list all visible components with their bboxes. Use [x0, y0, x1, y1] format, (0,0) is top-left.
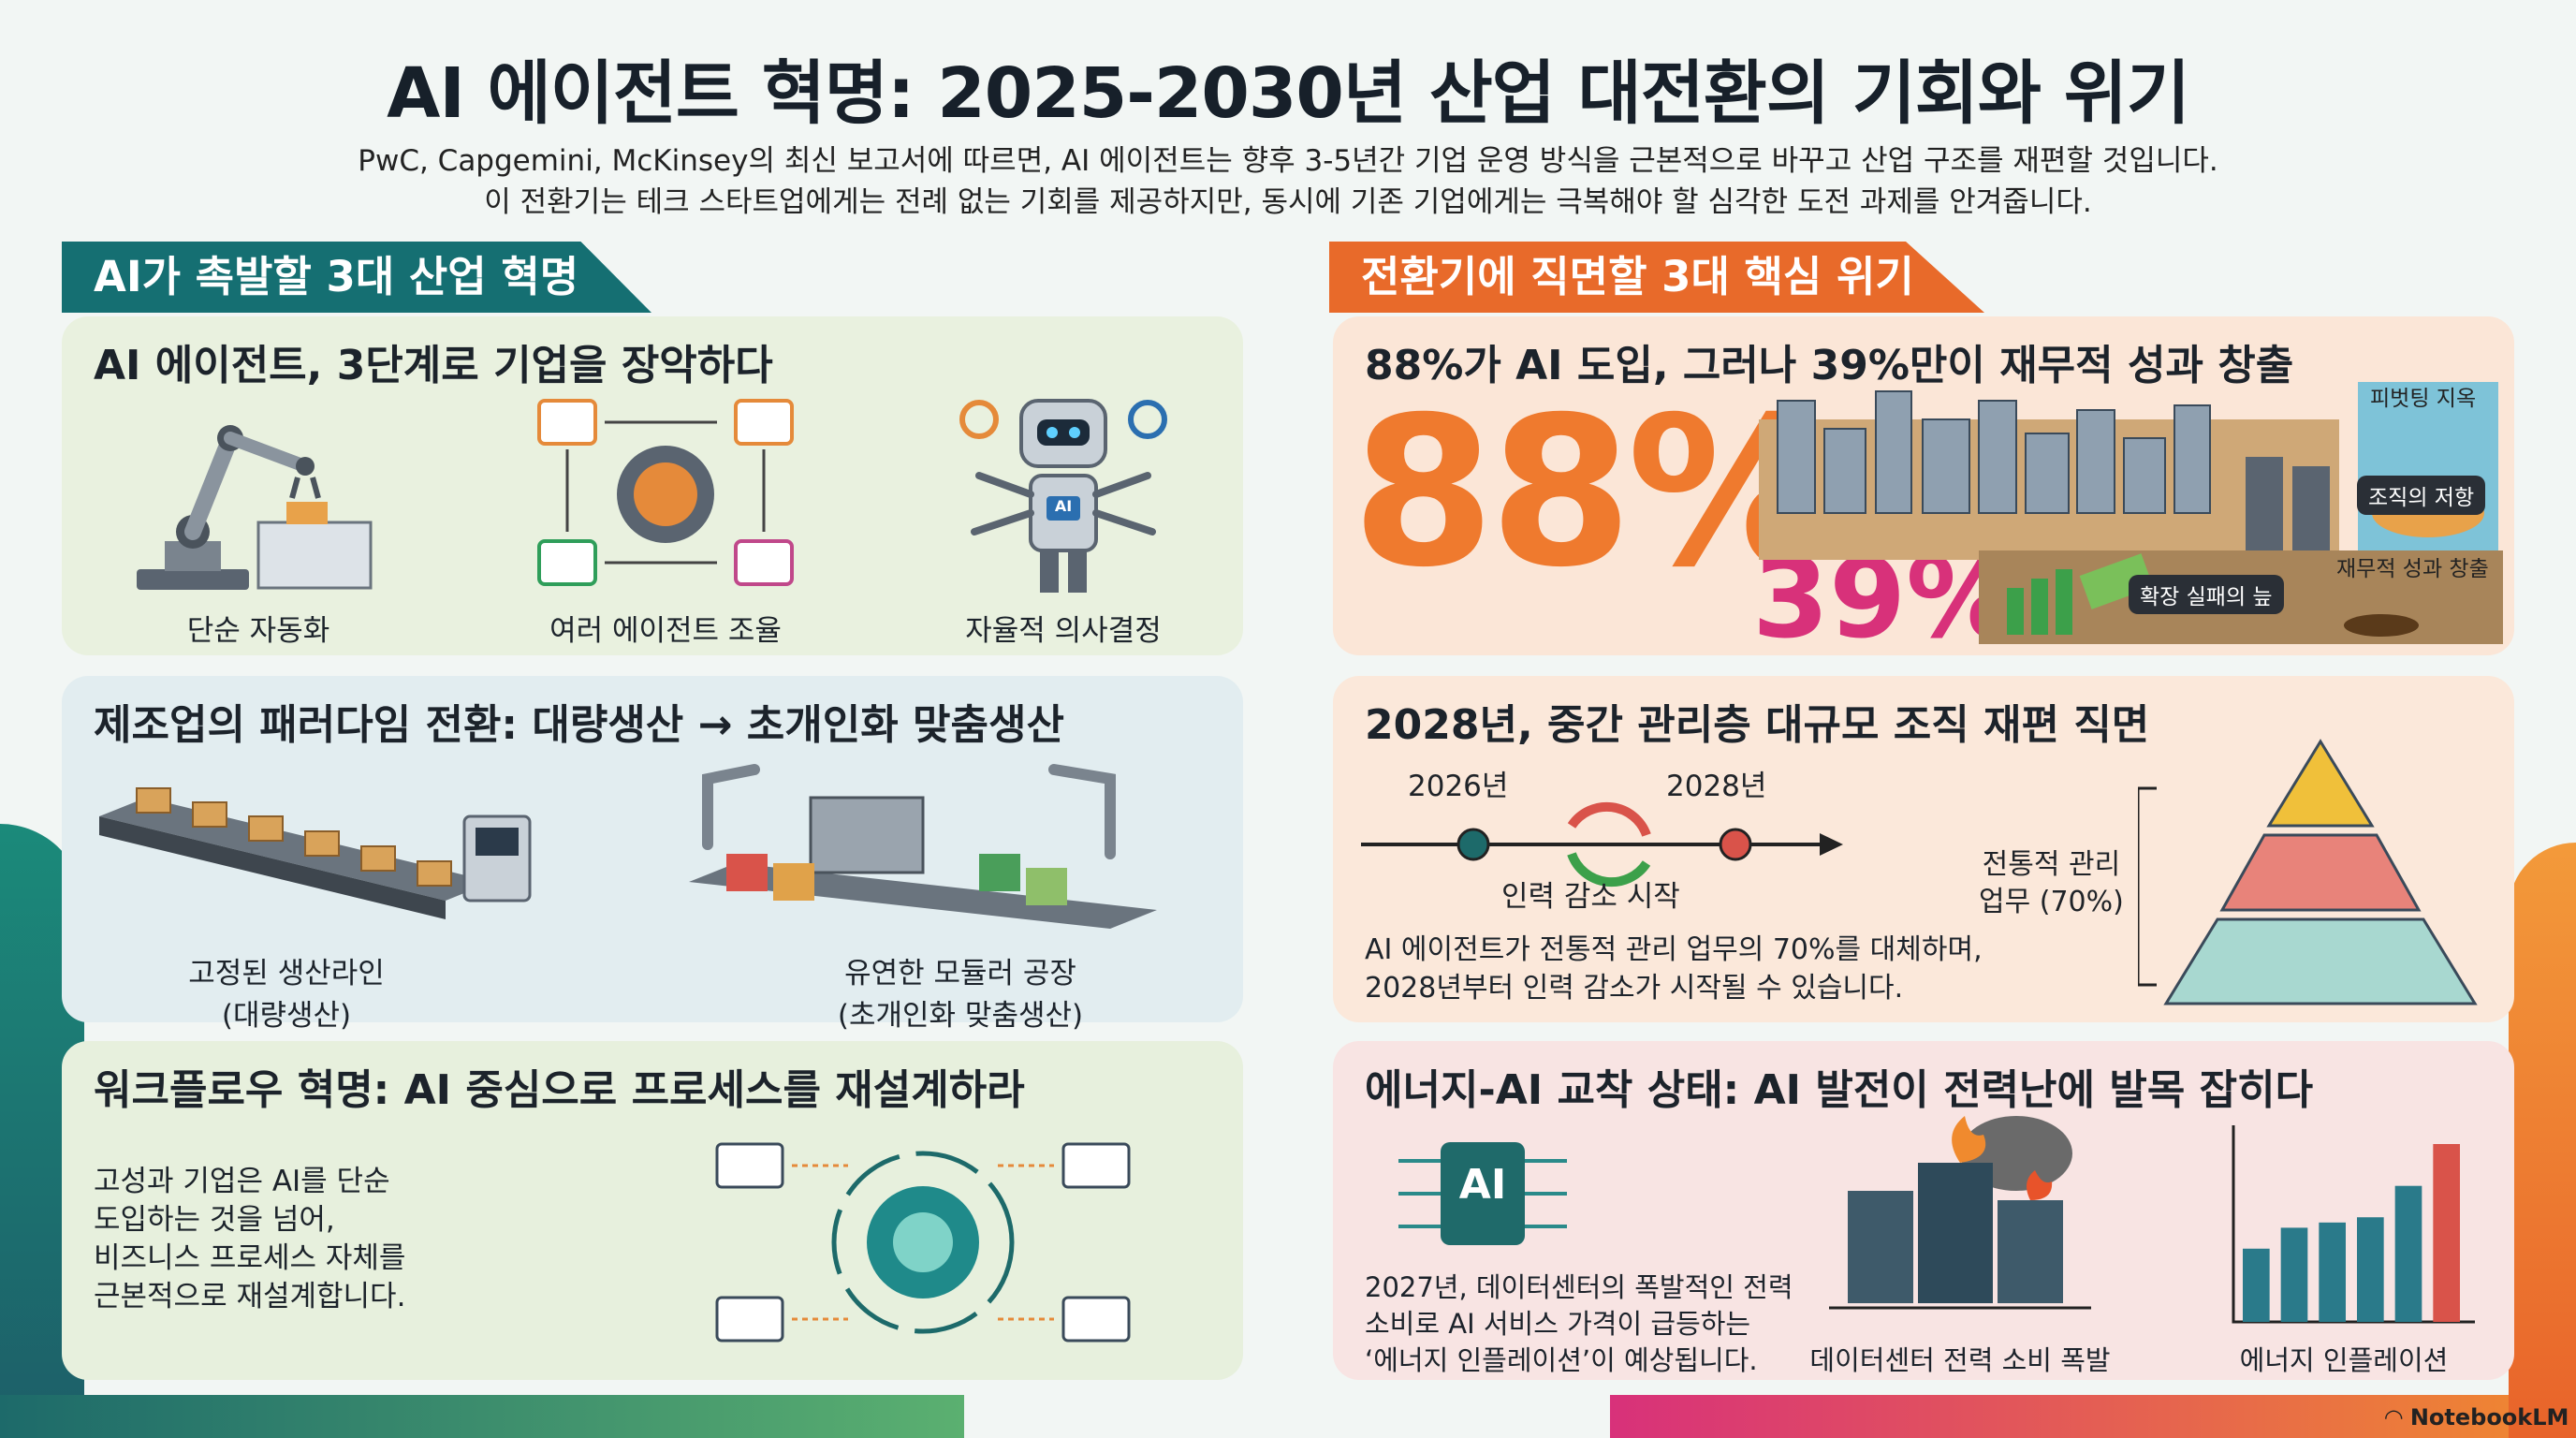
energy-desc-2: 소비로 AI 서비스 가격이 급등하는	[1365, 1308, 1751, 1340]
ai-chip-icon	[1398, 1142, 1567, 1245]
right-section-banner: 전환기에 직면할 3대 핵심 위기	[1329, 242, 1984, 313]
chart-bar	[2319, 1222, 2346, 1322]
chart-bar	[2394, 1185, 2422, 1322]
energy-inflation-chart	[2232, 1125, 2475, 1324]
management-desc-2: 2028년부터 인력 감소가 시작될 수 있습니다.	[1365, 972, 1904, 1005]
panel-title: AI 에이전트, 3단계로 기업을 장악하다	[94, 342, 773, 389]
notebooklm-logo-icon: ◠	[2385, 1404, 2410, 1431]
pyramid-label-2: 업무 (70%)	[1979, 886, 2124, 918]
fixed-line-caption-1: 고정된 생산라인	[188, 957, 385, 990]
energy-description: 2027년, 데이터센터의 폭발적인 전력 소비로 AI 서비스 가격이 급등하…	[1365, 1269, 1793, 1379]
adoption-percentage: 88%	[1352, 373, 1834, 612]
left-section-banner: AI가 촉발할 3대 산업 혁명	[62, 242, 651, 313]
bottom-right-decoration	[1610, 1395, 2576, 1438]
management-desc-1: AI 에이전트가 전통적 관리 업무의 70%를 대체하며,	[1365, 933, 1983, 966]
tag-financial-impact: 재무적 성과 창출	[2336, 557, 2489, 581]
timeline-year-2026: 2026년	[1408, 770, 1509, 803]
stage-2-label: 여러 에이전트 조율	[549, 614, 782, 648]
modular-factory-illustration	[689, 764, 1157, 929]
panel-title: 에너지-AI 교착 상태: AI 발전이 전력난에 발목 잡히다	[1365, 1066, 2314, 1114]
page-subtitle: PwC, Capgemini, McKinsey의 최신 보고서에 따르면, A…	[0, 140, 2576, 223]
burning-datacenter-illustration	[1829, 1116, 2091, 1310]
chart-bar	[2280, 1227, 2308, 1322]
stage-3-label: 자율적 의사결정	[965, 614, 1162, 648]
right-corner-decoration	[2509, 843, 2576, 1438]
page-title: AI 에이전트 혁명: 2025-2030년 산업 대전환의 기회와 위기	[387, 53, 2190, 134]
workflow-line-3: 비즈니스 프로세스 자체를	[94, 1241, 406, 1275]
energy-desc-1: 2027년, 데이터센터의 폭발적인 전력	[1365, 1271, 1793, 1303]
chart-caption: 에너지 인플레이션	[2239, 1344, 2449, 1376]
ai-process-cycle-diagram	[715, 1142, 1131, 1343]
panel-manufacturing-shift: 제조업의 패러다임 전환: 대량생산 → 초개인화 맞춤생산 고정된 생산라인 …	[62, 676, 1243, 1033]
panel-title: 워크플로우 혁명: AI 중심으로 프로세스를 재설계하라	[94, 1066, 1025, 1114]
panel-title: 88%가 AI 도입, 그러나 39%만이 재무적 성과 창출	[1365, 342, 2294, 389]
agent-orchestration-icon	[537, 399, 794, 586]
robot-arm-icon	[137, 425, 373, 590]
chart-bar	[2433, 1144, 2460, 1322]
workflow-line-4: 근본적으로 재설계합니다.	[94, 1280, 406, 1313]
panel-middle-management: 2028년, 중간 관리층 대규모 조직 재편 직면 2026년 2028년 인…	[1333, 676, 2514, 1022]
fixed-line-caption-2: (대량생산)	[221, 999, 352, 1033]
cycle-label: 인력 감소 시작	[1501, 880, 1680, 914]
workflow-line-1: 고성과 기업은 AI를 단순	[94, 1165, 390, 1198]
workflow-line-2: 도입하는 것을 넘어,	[94, 1203, 335, 1237]
panel-title: 제조업의 패러다임 전환: 대량생산 → 초개인화 맞춤생산	[94, 701, 1064, 749]
chip-label: AI	[1458, 1161, 1507, 1209]
chart-axis	[2232, 1125, 2475, 1324]
autonomous-robot-icon	[959, 399, 1167, 593]
chart-bar	[2357, 1217, 2384, 1322]
pyramid-label: 전통적 관리 업무 (70%)	[1979, 846, 2124, 921]
modular-factory-caption-1: 유연한 모듈러 공장	[844, 957, 1076, 990]
workflow-description: 고성과 기업은 AI를 단순 도입하는 것을 넘어, 비즈니스 프로세스 자체를…	[94, 1163, 405, 1316]
notebooklm-label: NotebookLM	[2409, 1404, 2569, 1431]
fixed-production-line-illustration	[99, 787, 532, 919]
panel-energy-ai-deadlock: 에너지-AI 교착 상태: AI 발전이 전력난에 발목 잡히다 AI 2027…	[1333, 1041, 2514, 1380]
tag-pivot-hell: 피벗팅 지옥	[2370, 387, 2477, 411]
fixed-line-caption: 고정된 생산라인 (대량생산)	[118, 949, 455, 1034]
stage-1-label: 단순 자동화	[186, 614, 330, 648]
subtitle-line-1: PwC, Capgemini, McKinsey의 최신 보고서에 따르면, A…	[358, 144, 2218, 178]
tag-scaling-failure: 확장 실패의 늪	[2129, 575, 2284, 614]
org-pyramid-illustration	[2138, 739, 2478, 1005]
modular-factory-caption-2: (초개인화 맞춤생산)	[837, 999, 1084, 1033]
energy-desc-3: ‘에너지 인플레이션’이 예상됩니다.	[1365, 1344, 1758, 1376]
panel-title: 2028년, 중간 관리층 대규모 조직 재편 직면	[1365, 701, 2150, 749]
management-description: AI 에이전트가 전통적 관리 업무의 70%를 대체하며, 2028년부터 인…	[1365, 931, 1983, 1007]
timeline-year-2028: 2028년	[1666, 770, 1767, 803]
timeline-arrow	[1361, 801, 1843, 888]
pyramid-label-1: 전통적 관리	[1982, 848, 2121, 881]
panel-workflow-revolution: 워크플로우 혁명: AI 중심으로 프로세스를 재설계하라 고성과 기업은 AI…	[62, 1041, 1243, 1380]
tag-org-resistance: 조직의 저항	[2357, 476, 2486, 515]
panel-ai-agent-stages: AI 에이전트, 3단계로 기업을 장악하다 단순 자동화 여러 에이전트 조율	[62, 316, 1243, 655]
subtitle-line-2: 이 전환기는 테크 스타트업에게는 전례 없는 기회를 제공하지만, 동시에 기…	[484, 185, 2092, 219]
bottom-left-decoration	[0, 1395, 964, 1438]
robot-chip-label: AI	[1054, 497, 1073, 515]
notebooklm-badge: ◠ NotebookLM	[2385, 1404, 2569, 1431]
modular-factory-caption: 유연한 모듈러 공장 (초개인화 맞춤생산)	[792, 949, 1129, 1034]
panel-adoption-vs-impact: 88%가 AI 도입, 그러나 39%만이 재무적 성과 창출 88% 39% …	[1333, 316, 2514, 663]
city-and-cliff-illustration	[1759, 382, 2498, 560]
chart-bar	[2243, 1248, 2270, 1322]
datacenter-caption: 데이터센터 전력 소비 폭발	[1809, 1344, 2111, 1376]
